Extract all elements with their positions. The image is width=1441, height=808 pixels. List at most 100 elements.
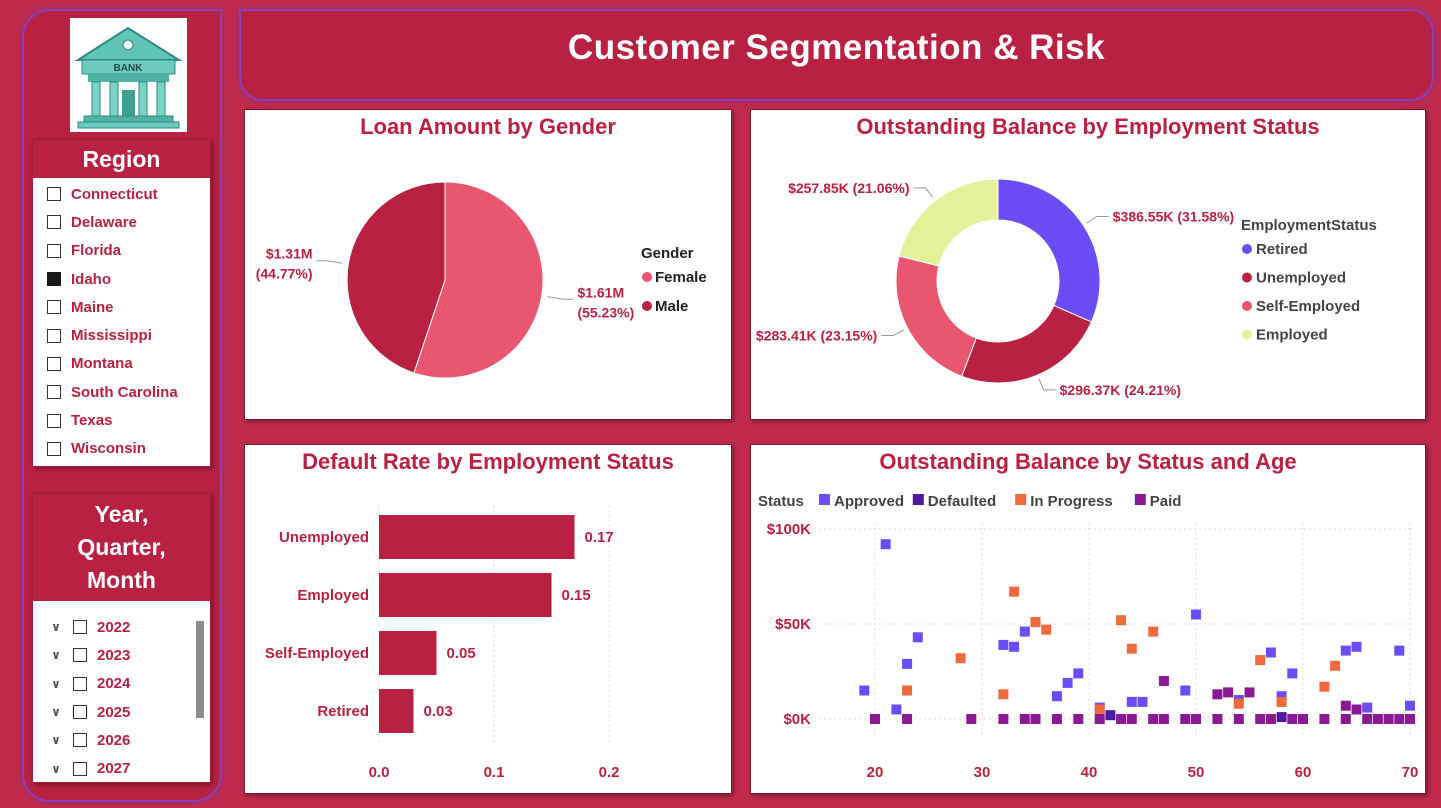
scatter-point-paid[interactable] [1319, 714, 1330, 724]
donut-slice-retired[interactable] [997, 178, 1101, 323]
checkbox[interactable] [47, 356, 61, 371]
scatter-point-paid[interactable] [1340, 700, 1351, 711]
region-option[interactable]: Wisconsin [47, 435, 210, 463]
scatter-point-paid[interactable] [1030, 714, 1041, 724]
legend-entry[interactable]: Employed [1256, 327, 1328, 344]
scatter-point-paid[interactable] [998, 714, 1009, 724]
scatter-point-paid[interactable] [1287, 714, 1298, 724]
scatter-point-in-progress[interactable] [1041, 624, 1052, 635]
scatter-point-paid[interactable] [1405, 714, 1415, 724]
date-option[interactable]: ∨ 2025 [47, 698, 210, 726]
scatter-point-paid[interactable] [1180, 714, 1191, 724]
legend-entry[interactable]: Unemployed [1256, 270, 1346, 287]
legend-entry[interactable]: Paid [1150, 493, 1182, 510]
region-option[interactable]: Maine [47, 293, 210, 321]
scatter-point-approved[interactable] [1137, 696, 1148, 707]
region-option[interactable]: South Carolina [47, 378, 210, 406]
scatter-point-approved[interactable] [1351, 641, 1362, 652]
legend-entry[interactable]: Female [655, 269, 707, 286]
scatter-point-approved[interactable] [1394, 645, 1405, 656]
scatter-point-paid[interactable] [870, 714, 880, 724]
pie-slice-male[interactable] [346, 181, 446, 374]
region-option[interactable]: Florida [47, 237, 210, 265]
checkbox[interactable] [73, 648, 87, 663]
legend-entry[interactable]: In Progress [1030, 493, 1113, 510]
region-option[interactable]: Idaho [47, 265, 210, 293]
scatter-point-defaulted[interactable] [1276, 712, 1287, 723]
scatter-point-approved[interactable] [1180, 685, 1191, 696]
scatter-point-paid[interactable] [1212, 714, 1223, 724]
checkbox[interactable] [73, 620, 87, 635]
checkbox[interactable] [73, 733, 87, 748]
scatter-point-approved[interactable] [1009, 641, 1020, 652]
scatter-point-paid[interactable] [1019, 714, 1030, 724]
scatter-point-paid[interactable] [1255, 714, 1266, 724]
region-option[interactable]: Mississippi [47, 321, 210, 349]
date-option[interactable]: ∨ 2027 [47, 754, 210, 782]
chevron-down-icon[interactable]: ∨ [51, 761, 61, 776]
scatter-point-in-progress[interactable] [1116, 615, 1127, 626]
scatter-point-paid[interactable] [1362, 714, 1373, 724]
scatter-point-approved[interactable] [1340, 645, 1351, 656]
chevron-down-icon[interactable]: ∨ [51, 733, 61, 748]
scatter-point-paid[interactable] [1158, 676, 1169, 686]
donut-slice-employed[interactable] [898, 178, 999, 267]
scatter-point-in-progress[interactable] [1009, 586, 1020, 597]
scatter-point-approved[interactable] [1362, 702, 1373, 713]
legend-entry[interactable]: Defaulted [928, 493, 996, 510]
date-option[interactable]: ∨ 2022 [47, 613, 210, 641]
donut-slice-unemployed[interactable] [961, 304, 1093, 384]
scatter-point-approved[interactable] [1276, 691, 1287, 702]
scatter-point-approved[interactable] [1405, 700, 1415, 711]
date-option[interactable]: ∨ 2024 [47, 670, 210, 698]
checkbox[interactable] [73, 676, 87, 691]
pie-slice-female[interactable] [413, 181, 544, 379]
checkbox[interactable] [73, 705, 87, 720]
legend-entry[interactable]: Approved [834, 493, 904, 510]
scatter-point-in-progress[interactable] [1319, 681, 1330, 692]
scatter-point-approved[interactable] [902, 658, 913, 669]
scatter-point-paid[interactable] [1158, 714, 1169, 724]
region-option[interactable]: Connecticut [47, 180, 210, 208]
scatter-point-paid[interactable] [1051, 714, 1062, 724]
date-option[interactable]: ∨ 2023 [47, 641, 210, 669]
region-option[interactable]: Montana [47, 350, 210, 378]
scatter-point-in-progress[interactable] [902, 685, 913, 696]
scatter-point-paid[interactable] [1298, 714, 1308, 724]
legend-entry[interactable]: Male [655, 298, 688, 315]
region-option[interactable]: Delaware [47, 208, 210, 236]
checkbox[interactable] [47, 413, 61, 428]
region-option[interactable]: Texas [47, 406, 210, 434]
checkbox[interactable] [47, 187, 61, 202]
checkbox[interactable] [47, 243, 61, 258]
chevron-down-icon[interactable]: ∨ [51, 620, 61, 635]
scatter-point-in-progress[interactable] [1276, 696, 1287, 707]
scatter-point-paid[interactable] [1212, 689, 1223, 700]
legend-entry[interactable]: Retired [1256, 241, 1308, 258]
checkbox[interactable] [47, 272, 61, 287]
scatter-point-paid[interactable] [966, 714, 977, 724]
bar-self-employed[interactable] [379, 631, 437, 675]
scatter-point-in-progress[interactable] [1126, 643, 1137, 654]
scatter-point-approved[interactable] [1073, 668, 1084, 679]
scatter-point-paid[interactable] [902, 714, 913, 724]
legend-entry[interactable]: Self-Employed [1256, 298, 1360, 315]
scatter-point-paid[interactable] [1372, 714, 1383, 724]
scatter-point-paid[interactable] [1148, 714, 1159, 724]
scatter-point-in-progress[interactable] [1233, 698, 1244, 709]
date-slicer-scrollbar[interactable] [196, 621, 204, 718]
checkbox[interactable] [47, 328, 61, 343]
scatter-point-in-progress[interactable] [1330, 660, 1341, 671]
donut-slice-self-employed[interactable] [895, 255, 977, 377]
scatter-point-approved[interactable] [1051, 691, 1062, 702]
bar-retired[interactable] [379, 689, 414, 733]
scatter-point-approved[interactable] [891, 704, 902, 715]
scatter-point-approved[interactable] [1019, 626, 1030, 637]
scatter-point-approved[interactable] [1126, 696, 1137, 707]
scatter-point-approved[interactable] [1191, 609, 1201, 620]
scatter-point-paid[interactable] [1191, 714, 1201, 724]
chevron-down-icon[interactable]: ∨ [51, 648, 61, 663]
checkbox[interactable] [47, 215, 61, 230]
chevron-down-icon[interactable]: ∨ [51, 676, 61, 691]
date-option[interactable]: ∨ 2026 [47, 726, 210, 754]
